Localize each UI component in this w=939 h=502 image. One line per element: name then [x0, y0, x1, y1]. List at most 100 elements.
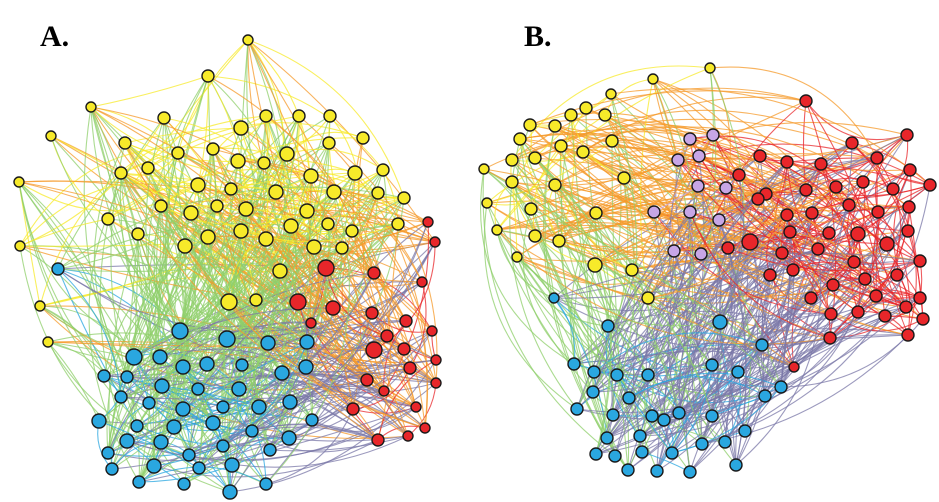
- panel-a-node-blue: [251, 399, 267, 415]
- panel-a-edge: [237, 160, 335, 193]
- panel-b-edge: [718, 219, 888, 245]
- panel-b-edge: [764, 231, 795, 397]
- panel-a-edge: [251, 312, 373, 432]
- panel-a-node-blue: [130, 419, 144, 433]
- panel-a-edge: [98, 420, 200, 469]
- panel-b-edge: [719, 313, 832, 323]
- panel-a-edge: [207, 75, 384, 171]
- panel-a-node-yellow: [157, 111, 171, 125]
- panel-a-node-blue: [199, 356, 215, 372]
- panel-b-edge: [735, 248, 822, 466]
- panel-a-edge: [39, 305, 135, 358]
- panel-b-edge: [593, 163, 822, 373]
- panel-b-node-red: [788, 361, 800, 373]
- panel-b-node-purple: [692, 149, 706, 163]
- panel-b-node-purple: [719, 181, 733, 195]
- panel-a-node-yellow: [238, 201, 254, 217]
- panel-b-edge: [522, 208, 575, 365]
- panel-b-node-blue: [606, 408, 620, 422]
- panel-b-nodes: [478, 62, 937, 479]
- panel-b-node-blue: [657, 413, 671, 427]
- panel-a-node-red: [365, 341, 383, 359]
- panel-b-edge: [554, 125, 908, 160]
- panel-a-edge: [39, 305, 135, 358]
- panel-b-edge: [631, 134, 714, 271]
- panel-b-node-red: [804, 291, 818, 305]
- panel-a-node-yellow: [268, 184, 284, 200]
- panel-a-node-yellow: [190, 177, 206, 193]
- panel-a-node-red: [380, 329, 394, 343]
- panel-b-node-red: [721, 241, 735, 255]
- panel-b-edge: [483, 168, 555, 299]
- panel-b-node-red: [901, 224, 915, 238]
- panel-b-node-yellow: [625, 263, 639, 277]
- panel-a-edge: [103, 115, 300, 377]
- panel-a-edge: [111, 221, 429, 470]
- panel-b-node-red: [823, 331, 837, 345]
- panel-a-node-yellow: [224, 182, 238, 196]
- panel-a-edge: [107, 379, 368, 462]
- panel-a-node-yellow: [85, 101, 97, 113]
- panel-b-edge: [480, 168, 575, 365]
- panel-b-node-purple: [667, 244, 681, 258]
- panel-b-node-yellow: [528, 151, 542, 165]
- panel-a-node-yellow: [13, 176, 25, 188]
- panel-b-node-blue: [610, 368, 624, 382]
- panel-a-edge: [247, 39, 405, 199]
- panel-b-edge: [671, 142, 853, 454]
- panel-b-edge: [486, 202, 665, 421]
- panel-a-edge: [120, 172, 181, 332]
- panel-a-node-blue: [191, 382, 205, 396]
- panel-b-node-blue: [705, 409, 719, 423]
- panel-a-edge: [153, 205, 162, 467]
- panel-b-node-red: [732, 168, 746, 182]
- panel-b-edge: [830, 313, 924, 332]
- panel-b-edge: [820, 163, 921, 262]
- panel-b-node-yellow: [641, 291, 655, 305]
- panel-b-edge: [610, 93, 879, 213]
- panel-b-node-blue: [758, 389, 772, 403]
- panel-b-node-red: [899, 300, 913, 314]
- panel-b-node-yellow: [576, 145, 590, 159]
- panel-b-edge: [593, 332, 763, 373]
- panel-a-edge: [265, 115, 269, 240]
- panel-a-node-yellow: [299, 203, 315, 219]
- panel-b-node-blue: [586, 385, 600, 399]
- panel-b-edge: [534, 187, 727, 237]
- panel-a-node-red: [410, 401, 422, 413]
- panel-a-edge: [19, 245, 231, 493]
- panel-b-node-red: [799, 183, 813, 197]
- panel-a-node-blue: [153, 434, 169, 450]
- panel-a-edge: [265, 241, 436, 485]
- panel-b-edge: [519, 138, 612, 455]
- panel-a-edge: [90, 106, 239, 163]
- panel-a-edge: [57, 268, 181, 332]
- panel-a-edge: [222, 272, 375, 408]
- panel-b-edge: [595, 211, 691, 455]
- panel-a-node-yellow: [114, 166, 128, 180]
- panel-a-node-red: [325, 300, 341, 316]
- panel-a-edge: [124, 142, 405, 221]
- panel-a-edge: [207, 190, 429, 238]
- panel-a-node-yellow: [118, 136, 132, 150]
- panel-a-node-blue: [175, 359, 191, 375]
- panel-b-edge: [805, 100, 886, 317]
- panel-b-node-blue: [774, 380, 788, 394]
- panel-b-edge: [719, 174, 745, 323]
- panel-a-node-blue: [177, 477, 191, 491]
- panel-a-edge: [184, 245, 426, 429]
- panel-b-node-blue: [665, 446, 679, 460]
- panel-b-node-yellow: [605, 134, 619, 148]
- panel-b-node-blue: [755, 338, 769, 352]
- panel-b-edge: [554, 184, 608, 439]
- panel-b-edge: [544, 125, 629, 471]
- panel-b-edge: [511, 65, 711, 161]
- panel-b-node-red: [751, 192, 765, 206]
- panel-b-node-red: [903, 163, 917, 177]
- panel-a-edge: [173, 212, 192, 410]
- panel-b-node-blue: [621, 463, 635, 477]
- panel-b-edge: [862, 181, 909, 336]
- panel-b-edge: [641, 67, 717, 453]
- panel-a-node-blue: [305, 413, 319, 427]
